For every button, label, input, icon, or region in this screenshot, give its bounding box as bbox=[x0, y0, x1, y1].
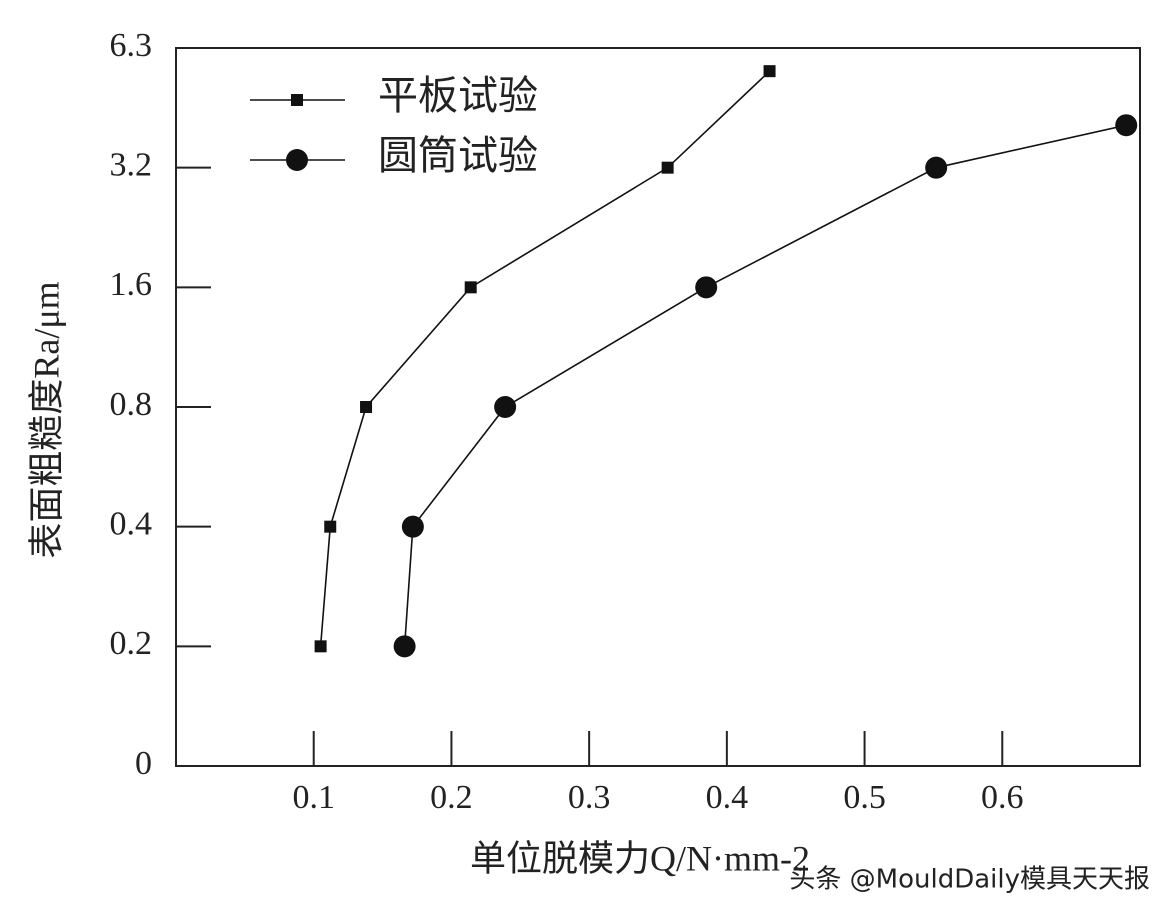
point bbox=[695, 276, 718, 299]
point bbox=[314, 640, 327, 653]
y-tick-label: 0.8 bbox=[110, 386, 153, 423]
x-tick-label: 0.3 bbox=[568, 779, 611, 816]
point bbox=[324, 520, 337, 533]
plot-frame bbox=[175, 47, 1141, 767]
series-line bbox=[403, 124, 1127, 647]
legend-label: 平板试验 bbox=[378, 73, 538, 118]
x-tick-label: 0.2 bbox=[430, 779, 473, 816]
point bbox=[464, 281, 477, 294]
watermark: 头条 @MouldDaily模具天天报 bbox=[789, 865, 1150, 895]
y-tick-label: 6.3 bbox=[110, 27, 153, 64]
legend-label: 圆筒试验 bbox=[378, 133, 538, 178]
point bbox=[393, 635, 416, 658]
y-tick-label: 1.6 bbox=[110, 266, 153, 303]
point bbox=[360, 401, 373, 413]
x-tick-label: 0.6 bbox=[981, 779, 1024, 816]
legend-marker bbox=[286, 149, 308, 171]
point bbox=[763, 65, 776, 78]
point bbox=[661, 161, 674, 174]
y-tick-label: 3.2 bbox=[110, 146, 153, 183]
point bbox=[1115, 114, 1138, 137]
x-tick-label: 0.5 bbox=[843, 779, 886, 816]
series-line bbox=[319, 70, 771, 647]
y-tick-label: 0.4 bbox=[110, 505, 153, 542]
point bbox=[925, 156, 948, 179]
x-tick-label: 0.4 bbox=[706, 779, 749, 816]
point bbox=[401, 515, 424, 538]
y-tick-label: 0.2 bbox=[110, 625, 153, 662]
x-axis-label: 单位脱模力Q/N·mm-2 bbox=[470, 838, 810, 878]
point bbox=[494, 396, 517, 418]
legend-marker bbox=[291, 94, 303, 106]
y-tick-label: 0 bbox=[135, 745, 152, 782]
x-tick-label: 0.1 bbox=[292, 779, 335, 816]
y-axis-label: 表面粗糙度Ra/μm bbox=[26, 281, 66, 558]
